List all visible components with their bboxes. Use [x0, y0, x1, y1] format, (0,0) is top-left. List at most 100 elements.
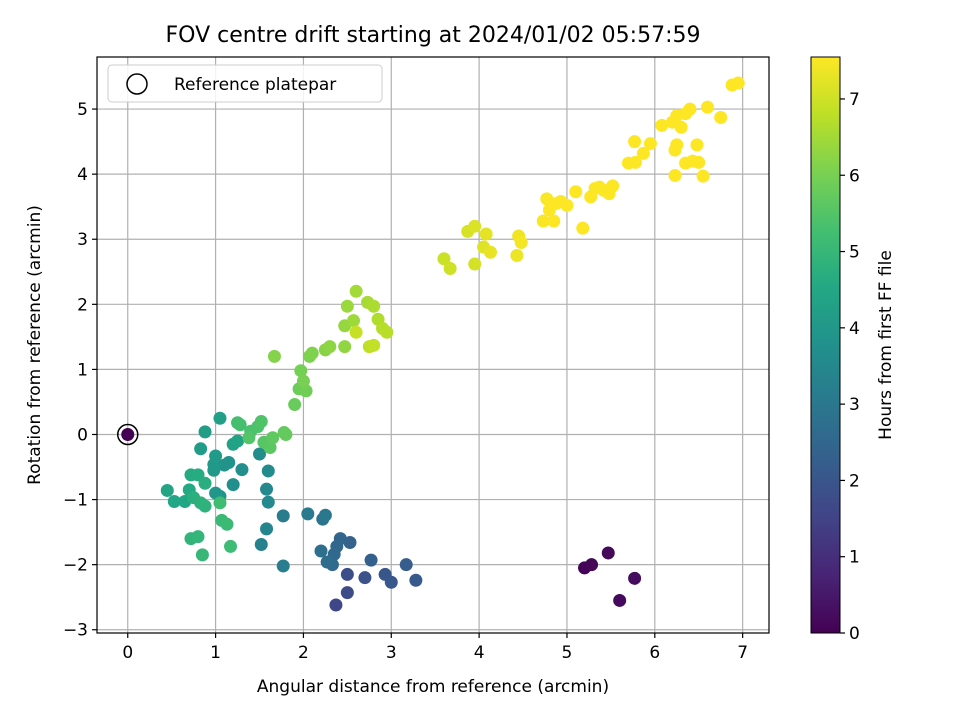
y-tick-label: 0: [77, 425, 88, 445]
data-point: [367, 299, 381, 313]
y-tick-label: 5: [77, 100, 88, 120]
colorbar-ticks: 0 1 2 3 4 5 6 7: [840, 90, 860, 644]
y-tick-label: 2: [77, 295, 88, 315]
data-point: [731, 76, 745, 90]
data-point: [690, 138, 704, 152]
data-point: [399, 558, 413, 572]
x-tick-label: 6: [649, 643, 660, 663]
x-tick-label: 3: [386, 643, 397, 663]
data-point: [195, 548, 209, 562]
data-point: [585, 558, 599, 572]
chart-title: FOV centre drift starting at 2024/01/02 …: [166, 23, 701, 48]
data-point: [276, 509, 290, 523]
data-point: [160, 483, 174, 497]
plot-frame: [96, 56, 770, 634]
y-tick-label: −1: [63, 491, 88, 511]
data-point: [349, 325, 363, 339]
data-point: [655, 118, 669, 132]
reference-marker: [116, 423, 139, 446]
data-point: [235, 463, 249, 477]
data-point: [329, 598, 343, 612]
data-points: [121, 76, 745, 612]
y-axis-label: Rotation from reference (arcmin): [25, 205, 45, 485]
data-point: [514, 235, 528, 249]
data-point: [242, 431, 256, 445]
colorbar-label: Hours from first FF file: [876, 250, 896, 440]
legend: Reference platepar: [107, 64, 383, 103]
data-point: [261, 495, 275, 509]
data-point: [540, 192, 554, 206]
data-point: [340, 586, 354, 600]
data-point: [696, 169, 710, 183]
data-point: [569, 185, 583, 199]
data-point: [226, 478, 240, 492]
colorbar-tick-label: 3: [849, 395, 860, 415]
data-point: [260, 522, 274, 536]
legend-label: Reference platepar: [174, 75, 336, 95]
data-point: [254, 537, 268, 551]
data-point: [323, 340, 337, 354]
data-point: [674, 120, 688, 134]
colorbar-tick-label: 7: [849, 90, 860, 110]
data-point: [347, 314, 361, 328]
data-point: [340, 567, 354, 581]
data-point: [296, 374, 310, 388]
data-point: [606, 179, 620, 193]
y-tick-label: 4: [77, 165, 88, 185]
data-point: [349, 284, 363, 298]
data-point: [305, 346, 319, 360]
colorbar: [810, 56, 841, 634]
data-point: [468, 257, 482, 271]
data-point: [217, 458, 231, 472]
x-tick-label: 0: [122, 643, 133, 663]
data-point: [437, 252, 451, 266]
data-point: [253, 447, 267, 461]
data-point: [318, 508, 332, 522]
data-point: [198, 425, 212, 439]
colorbar-tick-label: 6: [849, 166, 860, 186]
data-point: [510, 249, 524, 263]
data-point: [468, 219, 482, 233]
data-point: [260, 482, 274, 496]
legend-marker-icon: [126, 73, 148, 95]
data-point: [536, 214, 550, 228]
data-point: [209, 486, 223, 500]
x-tick-label: 4: [474, 643, 485, 663]
legend-box: [107, 64, 383, 103]
data-point: [279, 427, 293, 441]
data-point: [714, 111, 728, 125]
data-point: [547, 214, 561, 228]
x-tick-label: 2: [298, 643, 309, 663]
data-point: [209, 449, 223, 463]
data-point: [261, 464, 275, 478]
data-point: [301, 507, 315, 521]
data-point: [254, 414, 268, 428]
data-point: [220, 517, 234, 531]
data-point: [320, 555, 334, 569]
data-point: [213, 496, 227, 510]
data-point: [299, 384, 313, 398]
data-point: [409, 573, 423, 587]
colorbar-tick-label: 1: [849, 548, 860, 568]
data-point: [668, 168, 682, 182]
data-point: [266, 431, 280, 445]
data-point: [224, 539, 238, 553]
y-tick-label: −3: [63, 621, 88, 641]
data-point: [231, 434, 245, 448]
data-point: [692, 155, 706, 169]
data-point: [479, 227, 493, 241]
data-point: [670, 138, 684, 152]
data-point: [701, 100, 715, 114]
data-point: [194, 442, 208, 456]
data-point: [560, 198, 574, 212]
data-point: [276, 559, 290, 573]
y-tick-label: 3: [77, 230, 88, 250]
data-point: [198, 499, 212, 513]
x-tick-label: 1: [210, 643, 221, 663]
y-tick-label: −2: [63, 556, 88, 576]
data-point: [628, 155, 642, 169]
data-point: [628, 571, 642, 585]
data-point: [167, 495, 181, 509]
colorbar-tick-label: 4: [849, 319, 860, 339]
data-point: [213, 411, 227, 425]
